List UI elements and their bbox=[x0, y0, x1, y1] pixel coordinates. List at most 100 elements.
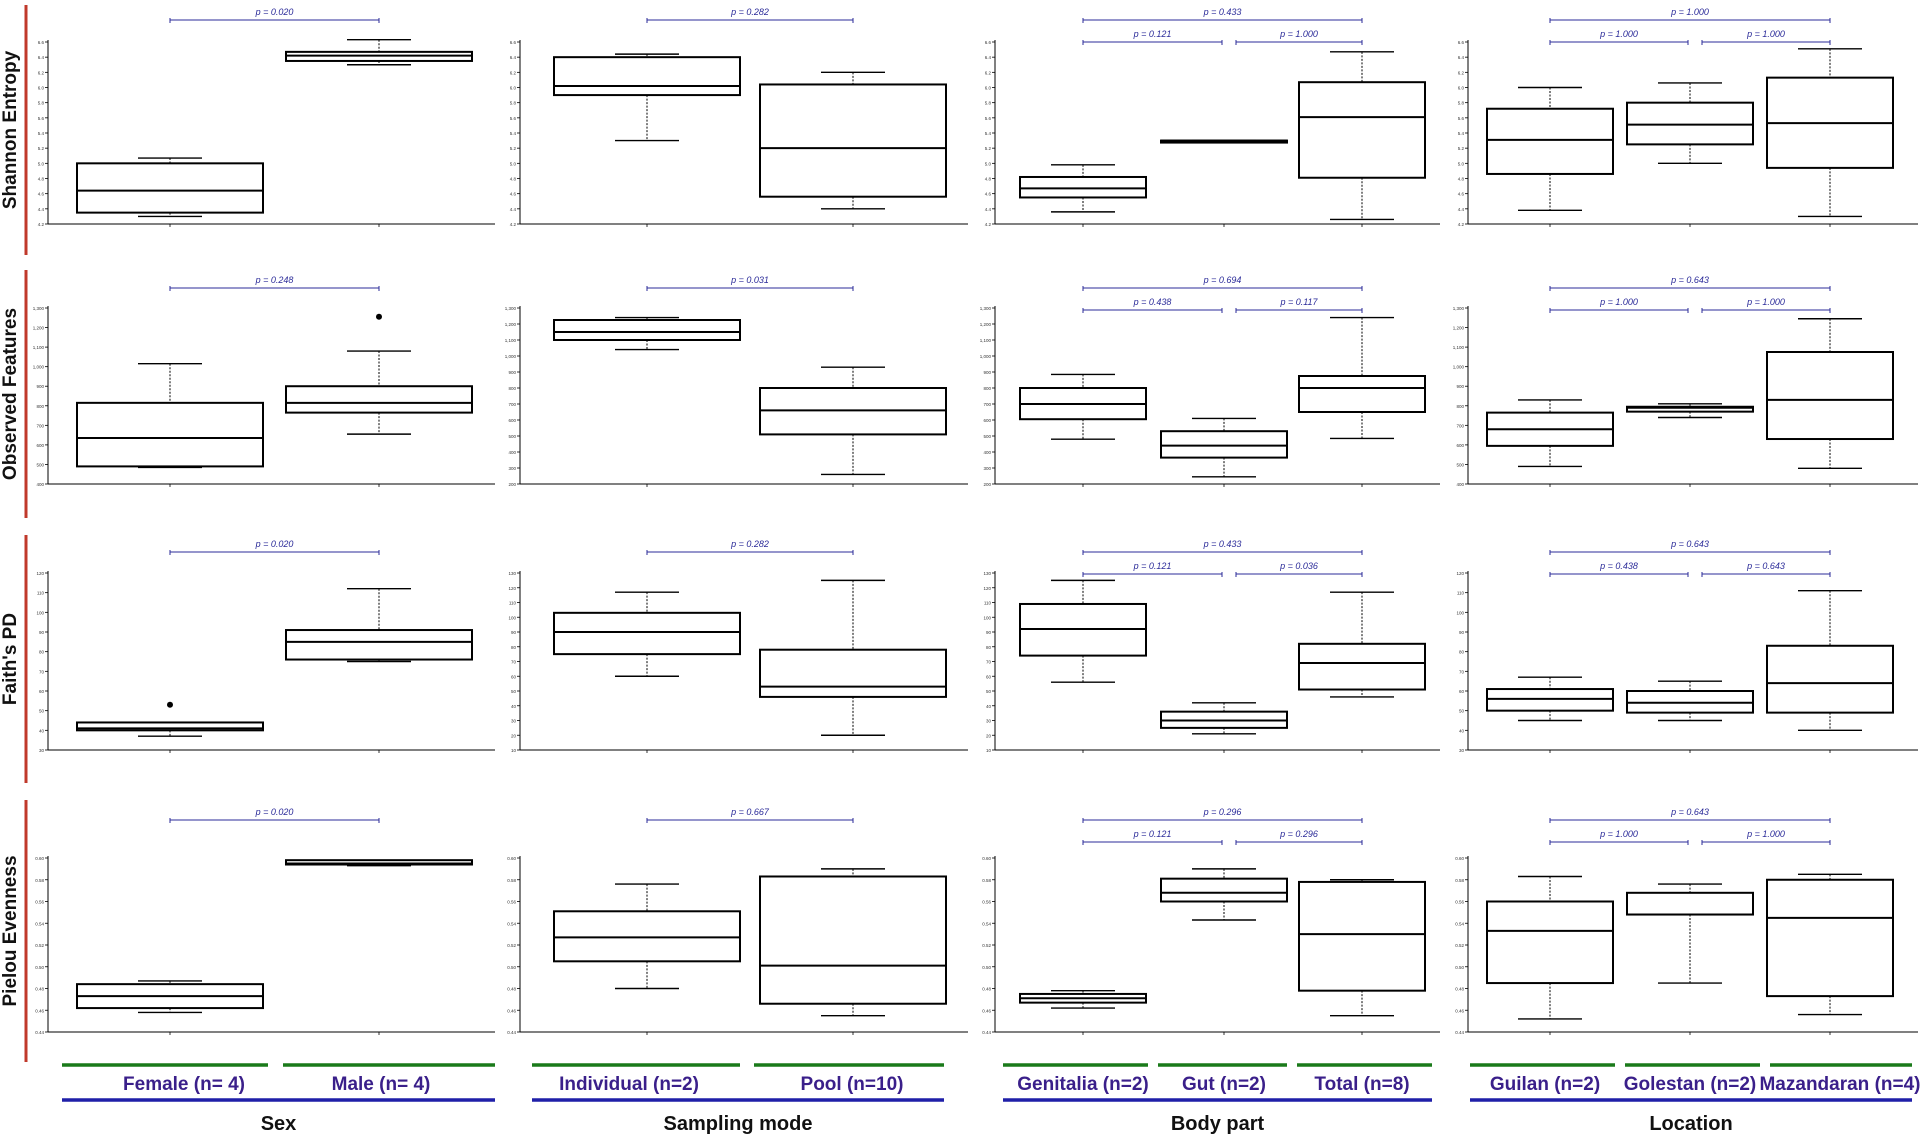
significance-bracket: p = 0.438 bbox=[1082, 297, 1223, 313]
y-tick-label: 120 bbox=[1456, 571, 1464, 576]
y-tick-label: 400 bbox=[983, 450, 991, 455]
boxplot-panel: 10 20 30 40 50 60 70 80 90 100 110 120 130 p = 0.121 p… bbox=[983, 539, 1440, 753]
iqr-box bbox=[1626, 101, 1754, 146]
y-tick-label: 900 bbox=[36, 384, 44, 389]
y-tick-label: 4.6 bbox=[985, 192, 992, 197]
y-tick-label: 70 bbox=[986, 660, 992, 665]
y-tick-label: 5.0 bbox=[38, 161, 45, 166]
significance-bracket: p = 0.643 bbox=[1549, 807, 1831, 823]
y-tick-label: 0.46 bbox=[1455, 1008, 1464, 1013]
y-tick-label: 0.44 bbox=[35, 1030, 44, 1035]
y-tick-label: 700 bbox=[508, 402, 516, 407]
y-tick-label: 110 bbox=[984, 601, 992, 606]
y-tick-label: 5.4 bbox=[985, 131, 992, 136]
y-tick-label: 6.6 bbox=[38, 40, 45, 45]
boxplot-panel: 30 40 50 60 70 80 90 100 110 120 p = 0.020 bbox=[36, 539, 495, 753]
y-tick-label: 0.50 bbox=[982, 965, 991, 970]
significance-bracket: p = 0.433 bbox=[1082, 539, 1363, 555]
y-tick-label: 1,200 bbox=[505, 322, 517, 327]
y-tick-label: 100 bbox=[508, 615, 516, 620]
row-label: Pielou Evenness bbox=[0, 855, 21, 1006]
y-tick-label: 0.46 bbox=[507, 1008, 516, 1013]
y-tick-label: 0.56 bbox=[507, 900, 516, 905]
p-value-label: p = 0.036 bbox=[1279, 561, 1318, 571]
boxplot-panel: 30 40 50 60 70 80 90 100 110 120 p = 0.438 p = 0.64… bbox=[1456, 539, 1918, 753]
y-tick-label: 5.6 bbox=[510, 116, 517, 121]
iqr-box bbox=[1626, 891, 1754, 916]
y-tick-label: 120 bbox=[36, 571, 44, 576]
y-tick-label: 50 bbox=[39, 709, 45, 714]
y-tick-label: 0.58 bbox=[982, 878, 991, 883]
box-2 bbox=[1766, 48, 1894, 218]
y-tick-label: 0.54 bbox=[1455, 921, 1464, 926]
p-value-label: p = 0.296 bbox=[1203, 807, 1242, 817]
significance-bracket: p = 0.020 bbox=[169, 807, 380, 823]
iqr-box bbox=[1486, 107, 1614, 175]
y-tick-label: 0.56 bbox=[982, 900, 991, 905]
y-tick-label: 1,200 bbox=[33, 326, 45, 331]
y-tick-label: 0.52 bbox=[982, 943, 991, 948]
iqr-box bbox=[1486, 900, 1614, 985]
y-tick-label: 60 bbox=[1459, 689, 1465, 694]
y-tick-label: 4.4 bbox=[510, 207, 517, 212]
significance-bracket: p = 0.296 bbox=[1082, 807, 1363, 823]
box-2 bbox=[1298, 591, 1426, 698]
significance-bracket: p = 1.000 bbox=[1701, 29, 1831, 45]
p-value-label: p = 0.031 bbox=[730, 275, 769, 285]
y-tick-label: 800 bbox=[1456, 404, 1464, 409]
significance-bracket: p = 0.121 bbox=[1082, 829, 1223, 845]
y-tick-label: 0.50 bbox=[1455, 965, 1464, 970]
significance-bracket: p = 1.000 bbox=[1701, 297, 1831, 313]
factor-label: Sampling mode bbox=[664, 1113, 813, 1135]
y-tick-label: 500 bbox=[508, 434, 516, 439]
y-tick-label: 20 bbox=[986, 733, 992, 738]
significance-bracket: p = 0.036 bbox=[1235, 561, 1363, 577]
significance-bracket: p = 0.121 bbox=[1082, 29, 1223, 45]
box-1 bbox=[1626, 403, 1754, 419]
p-value-label: p = 0.282 bbox=[730, 7, 769, 17]
y-tick-label: 40 bbox=[39, 728, 45, 733]
y-tick-label: 0.52 bbox=[35, 943, 44, 948]
y-tick-label: 120 bbox=[983, 586, 991, 591]
y-tick-label: 0.50 bbox=[35, 965, 44, 970]
iqr-box bbox=[1298, 642, 1426, 691]
y-tick-label: 90 bbox=[986, 630, 992, 635]
y-tick-label: 30 bbox=[39, 748, 45, 753]
y-tick-label: 50 bbox=[986, 689, 992, 694]
y-tick-label: 300 bbox=[983, 466, 991, 471]
boxplot-panel: 0.44 0.46 0.48 0.50 0.52 0.54 0.56 0.58 0.60 p = … bbox=[1455, 807, 1918, 1035]
y-tick-label: 0.54 bbox=[507, 921, 516, 926]
p-value-label: p = 0.643 bbox=[1670, 539, 1709, 549]
iqr-box bbox=[76, 721, 264, 732]
y-tick-label: 6.4 bbox=[38, 55, 45, 60]
y-tick-label: 700 bbox=[1456, 423, 1464, 428]
p-value-label: p = 0.438 bbox=[1133, 297, 1172, 307]
box-0 bbox=[1486, 676, 1614, 722]
iqr-box bbox=[553, 56, 741, 97]
p-value-label: p = 1.000 bbox=[1599, 297, 1638, 307]
y-tick-label: 0.48 bbox=[982, 987, 991, 992]
significance-bracket: p = 0.433 bbox=[1082, 7, 1363, 23]
y-tick-label: 0.46 bbox=[35, 1008, 44, 1013]
significance-bracket: p = 0.667 bbox=[646, 807, 854, 823]
y-tick-label: 4.2 bbox=[1458, 222, 1465, 227]
p-value-label: p = 0.433 bbox=[1203, 7, 1242, 17]
iqr-box bbox=[553, 910, 741, 963]
iqr-box bbox=[285, 629, 473, 661]
y-tick-label: 200 bbox=[983, 482, 991, 487]
factor-label: Sex bbox=[261, 1113, 297, 1135]
significance-bracket: p = 0.438 bbox=[1549, 561, 1689, 577]
y-tick-label: 0.44 bbox=[507, 1030, 516, 1035]
y-tick-label: 4.8 bbox=[38, 177, 45, 182]
p-value-label: p = 1.000 bbox=[1746, 29, 1785, 39]
factor-label: Body part bbox=[1171, 1113, 1265, 1135]
y-tick-label: 60 bbox=[511, 674, 517, 679]
iqr-box bbox=[759, 83, 947, 198]
factor-group: Guilan (n=2) Golestan (n=2) Mazandaran (n=… bbox=[1470, 1063, 1920, 1135]
iqr-box bbox=[553, 319, 741, 341]
p-value-label: p = 0.296 bbox=[1279, 829, 1318, 839]
iqr-box bbox=[76, 401, 264, 468]
y-tick-label: 5.4 bbox=[38, 131, 45, 136]
p-value-label: p = 0.121 bbox=[1133, 29, 1172, 39]
y-tick-label: 400 bbox=[508, 450, 516, 455]
